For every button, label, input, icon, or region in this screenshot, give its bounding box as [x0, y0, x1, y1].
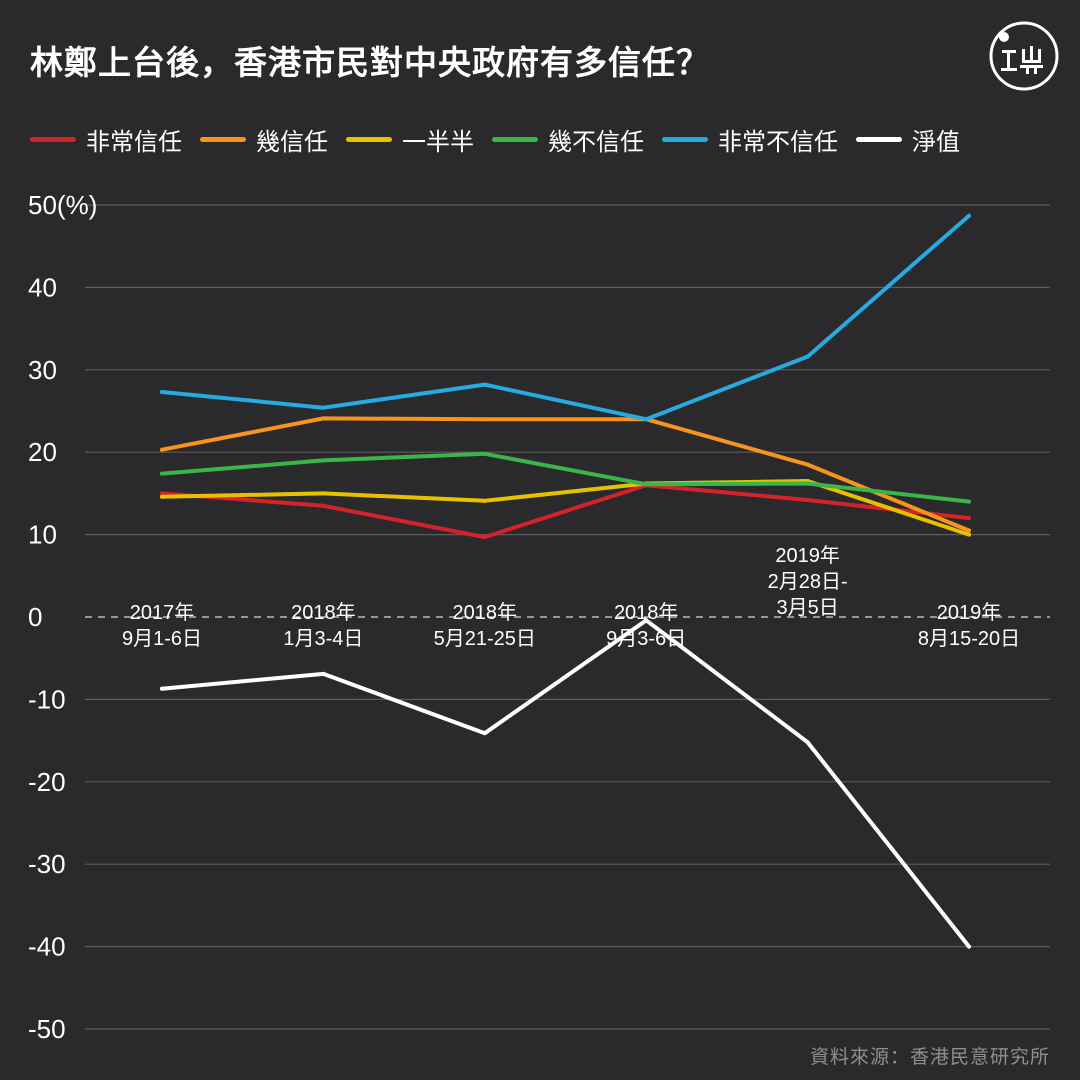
x-tick-label-line: 1月3-4日 [283, 628, 363, 650]
x-tick-label-line: 2018年 [614, 601, 679, 624]
x-tick-label-line: 2018年 [291, 601, 356, 624]
data-point [321, 503, 326, 508]
data-point [321, 416, 326, 421]
data-point [482, 451, 487, 456]
data-point [967, 528, 971, 533]
y-tick-label: -30 [28, 849, 66, 879]
y-tick-label: 0 [28, 602, 42, 632]
data-point [805, 497, 810, 502]
x-tick-label-line: 2月28日- [768, 571, 848, 593]
data-point [321, 491, 326, 496]
x-tick-label: 2017年 9月1-6日 [122, 601, 202, 650]
data-point [805, 481, 810, 486]
series-line [160, 479, 971, 537]
data-point [805, 462, 810, 467]
data-point [160, 686, 164, 691]
y-tick-label: 50(%) [28, 190, 97, 220]
y-tick-label: 20 [28, 437, 57, 467]
data-point [321, 405, 326, 410]
x-tick-label-line: 9月1-6日 [122, 628, 202, 650]
data-point [160, 390, 164, 395]
y-tick-label: 10 [28, 520, 57, 550]
data-point [482, 535, 487, 540]
x-tick-label: 2018年 5月21-25日 [434, 601, 536, 650]
legend-item: 非常信任 [30, 122, 182, 157]
data-point [644, 618, 649, 623]
data-point [967, 213, 971, 218]
legend-item: 幾信任 [200, 122, 328, 157]
legend-label: 一半半 [402, 128, 474, 156]
x-tick-label-line: 5月21-25日 [434, 628, 536, 650]
data-point [805, 740, 810, 745]
legend-swatch [856, 137, 902, 142]
legend-swatch [30, 137, 76, 142]
legend-label: 淨值 [912, 128, 960, 156]
legend-label: 幾不信任 [548, 128, 644, 156]
y-tick-label: -20 [28, 767, 66, 797]
chart-title: 林鄭上台後，香港市民對中央政府有多信任？ [30, 43, 710, 82]
legend-item: 幾不信任 [492, 122, 644, 157]
legend-item: 非常不信任 [662, 122, 838, 157]
data-point [160, 447, 164, 452]
x-tick-label-line: 9月3-6日 [606, 628, 686, 650]
x-tick-label: 2018年 9月3-6日 [606, 601, 686, 650]
y-tick-label: -40 [28, 932, 66, 962]
data-point [482, 731, 487, 736]
data-point [644, 482, 649, 487]
initium-logo-icon [989, 21, 1059, 91]
y-tick-label: -10 [28, 684, 66, 714]
legend-swatch [346, 137, 392, 142]
legend-swatch [200, 137, 246, 142]
data-point [321, 458, 326, 463]
x-tick-label-line: 2018年 [453, 601, 518, 624]
legend-label: 非常不信任 [718, 128, 838, 156]
data-point [482, 382, 487, 387]
data-point [967, 516, 971, 521]
series-line [160, 416, 971, 533]
x-tick-label: 2018年 1月3-4日 [283, 601, 363, 650]
legend-label: 幾信任 [256, 128, 328, 156]
data-point [160, 494, 164, 499]
y-tick-label: 40 [28, 272, 57, 302]
x-tick-label-line: 2019年 [937, 601, 1002, 624]
data-point [160, 471, 164, 476]
data-point [967, 532, 971, 537]
y-tick-label: 30 [28, 355, 57, 385]
data-point [482, 498, 487, 503]
legend-swatch [662, 137, 708, 142]
y-tick-label: -50 [28, 1014, 66, 1044]
legend-item: 淨值 [856, 122, 960, 157]
legend-label: 非常信任 [86, 128, 182, 156]
x-tick-label-line: 3月5日 [776, 597, 838, 619]
x-tick-label-line: 2019年 [775, 544, 840, 567]
x-tick-label-line: 8月15-20日 [918, 628, 1020, 650]
data-point [805, 354, 810, 359]
x-tick-label: 2019年 8月15-20日 [918, 601, 1020, 650]
data-point [482, 417, 487, 422]
series-line [160, 618, 971, 949]
x-tick-label-line: 2017年 [130, 601, 195, 624]
data-point [967, 499, 971, 504]
legend-item: 一半半 [346, 122, 474, 157]
series-line [160, 483, 971, 540]
data-point [321, 671, 326, 676]
legend-swatch [492, 137, 538, 142]
data-point [644, 417, 649, 422]
series-line [160, 213, 971, 422]
data-point [967, 944, 971, 949]
source-note: 資料來源：香港民意研究所 [809, 1046, 1050, 1068]
data-point [160, 491, 164, 496]
series-line [160, 451, 971, 504]
x-tick-label: 2019年 2月28日- 3月5日 [768, 544, 848, 619]
chart-legend: 非常信任 幾信任 一半半 幾不信任 非常不信任 淨值 [30, 122, 978, 157]
